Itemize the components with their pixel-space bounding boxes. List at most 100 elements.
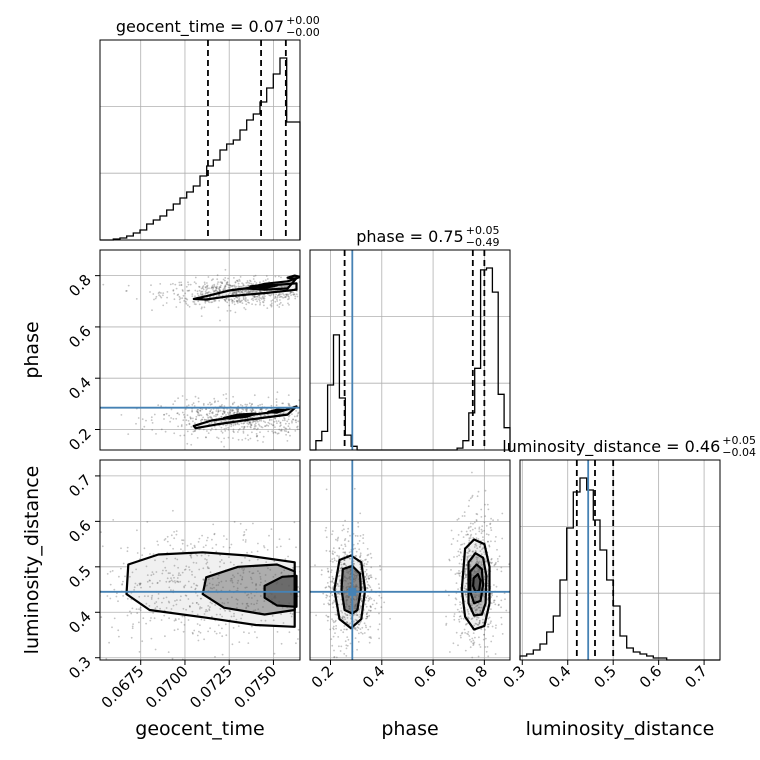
sample-point xyxy=(187,281,189,284)
sample-point xyxy=(251,572,254,575)
sample-point xyxy=(356,648,358,651)
sample-point xyxy=(202,546,205,548)
sample-point xyxy=(325,488,328,491)
sample-point xyxy=(170,608,173,610)
sample-point xyxy=(291,421,293,424)
sample-point xyxy=(504,687,506,689)
sample-point xyxy=(230,423,233,426)
sample-point xyxy=(258,424,261,427)
sample-point xyxy=(480,561,483,563)
sample-point xyxy=(139,584,141,586)
sample-point xyxy=(354,534,357,537)
sample-point xyxy=(336,583,339,586)
sample-point xyxy=(159,607,162,610)
sample-point xyxy=(221,404,223,406)
sample-point xyxy=(289,292,292,295)
sample-point xyxy=(198,630,200,633)
sample-point xyxy=(369,625,372,628)
sample-point xyxy=(191,631,194,634)
sample-point xyxy=(170,577,172,579)
sample-point xyxy=(255,419,258,422)
sample-point xyxy=(246,289,248,291)
sample-point xyxy=(170,417,173,419)
sample-point xyxy=(301,282,303,284)
sample-point xyxy=(367,583,369,586)
sample-point xyxy=(286,420,289,423)
sample-point xyxy=(185,565,188,568)
sample-point xyxy=(181,395,184,397)
sample-point xyxy=(277,294,280,296)
sample-point xyxy=(268,294,271,296)
sample-point xyxy=(253,295,256,298)
sample-point xyxy=(459,601,461,604)
sample-point xyxy=(118,575,120,578)
sample-point xyxy=(240,617,243,620)
sample-point xyxy=(460,544,462,546)
sample-point xyxy=(336,538,339,540)
sample-point xyxy=(476,580,479,583)
sample-point xyxy=(231,302,234,304)
sample-point xyxy=(166,540,169,543)
sample-point xyxy=(263,545,265,547)
sample-point xyxy=(231,403,234,406)
sample-point xyxy=(483,578,486,581)
sample-point xyxy=(479,543,482,546)
sample-point xyxy=(475,623,478,625)
sample-point xyxy=(355,575,358,577)
sample-point xyxy=(228,304,231,307)
sample-point xyxy=(192,632,194,635)
sample-point xyxy=(84,604,86,606)
sample-point xyxy=(280,285,283,288)
sample-point xyxy=(347,638,350,641)
sample-point xyxy=(297,420,300,423)
sample-point xyxy=(289,612,292,615)
sample-point xyxy=(345,647,348,650)
sample-point xyxy=(333,656,335,659)
sample-point xyxy=(314,564,316,567)
sample-point xyxy=(206,291,209,294)
contour-group xyxy=(333,538,491,631)
sample-point xyxy=(250,592,253,595)
sample-point xyxy=(341,616,343,619)
sample-point xyxy=(143,547,146,550)
sample-point xyxy=(239,301,242,304)
sample-point xyxy=(210,287,213,290)
sample-point xyxy=(338,547,341,550)
sample-point xyxy=(246,551,249,554)
sample-point xyxy=(469,565,471,568)
sample-point xyxy=(316,651,318,653)
sample-point xyxy=(251,408,254,411)
sample-point xyxy=(219,560,222,563)
sample-point xyxy=(474,595,476,598)
sample-point xyxy=(232,409,235,412)
sample-point xyxy=(218,294,221,296)
sample-point xyxy=(366,615,369,618)
sample-point xyxy=(323,597,325,599)
sample-point xyxy=(345,598,348,601)
sample-point xyxy=(303,578,305,580)
sample-point xyxy=(241,291,244,294)
sample-point xyxy=(213,401,216,404)
sample-point xyxy=(195,562,198,564)
sample-point xyxy=(264,295,266,298)
sample-point xyxy=(336,549,338,551)
sample-point xyxy=(357,641,360,643)
sample-point xyxy=(260,415,262,418)
sample-point xyxy=(487,598,489,601)
sample-point xyxy=(231,578,233,580)
sample-point xyxy=(280,613,282,616)
sample-point xyxy=(465,576,467,578)
sample-point xyxy=(370,588,373,591)
sample-point xyxy=(88,587,90,589)
sample-point xyxy=(279,295,282,298)
sample-point xyxy=(220,415,223,418)
sample-point xyxy=(366,581,369,583)
sample-point xyxy=(343,628,346,631)
sample-point xyxy=(353,580,355,583)
sample-point xyxy=(280,276,282,279)
sample-point xyxy=(125,290,128,292)
sample-point xyxy=(211,547,214,549)
sample-point xyxy=(229,284,231,286)
sample-point xyxy=(188,605,191,608)
sample-point xyxy=(178,298,181,301)
